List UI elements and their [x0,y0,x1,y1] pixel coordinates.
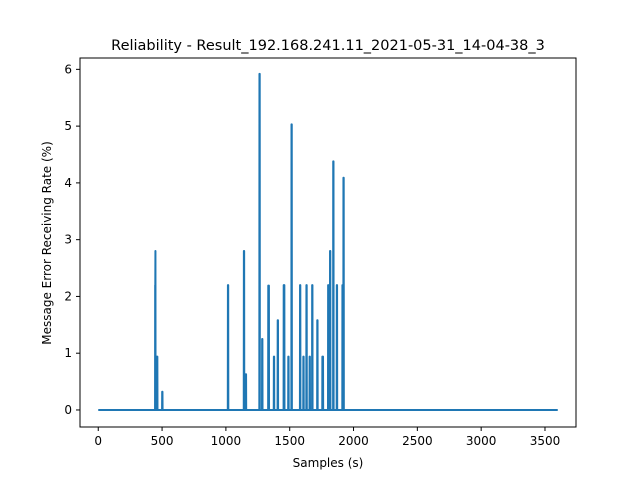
plot-area [98,72,558,411]
y-tick-label: 2 [64,289,72,303]
x-axis-label: Samples (s) [293,456,364,470]
chart-title: Reliability - Result_192.168.241.11_2021… [111,38,545,54]
series-line-0 [98,72,558,411]
x-tick-label: 1500 [274,434,305,448]
x-tick-label: 3000 [466,434,497,448]
y-tick-label: 1 [64,346,72,360]
y-axis-ticks: 0 1 2 3 4 5 6 [64,62,80,417]
y-tick-label: 3 [64,233,72,247]
x-tick-label: 2000 [338,434,369,448]
x-axis-ticks: 0 500 1000 1500 2000 2500 3000 3500 [94,427,560,448]
axes-frame [79,57,577,428]
y-tick-label: 5 [64,119,72,133]
x-tick-label: 2500 [402,434,433,448]
x-tick-label: 0 [94,434,102,448]
y-tick-label: 0 [64,403,72,417]
y-axis-label: Message Error Receiving Rate (%) [40,141,54,345]
x-tick-label: 1000 [211,434,242,448]
x-tick-label: 3500 [530,434,561,448]
y-tick-label: 4 [64,176,72,190]
x-tick-label: 500 [151,434,174,448]
y-tick-label: 6 [64,62,72,76]
